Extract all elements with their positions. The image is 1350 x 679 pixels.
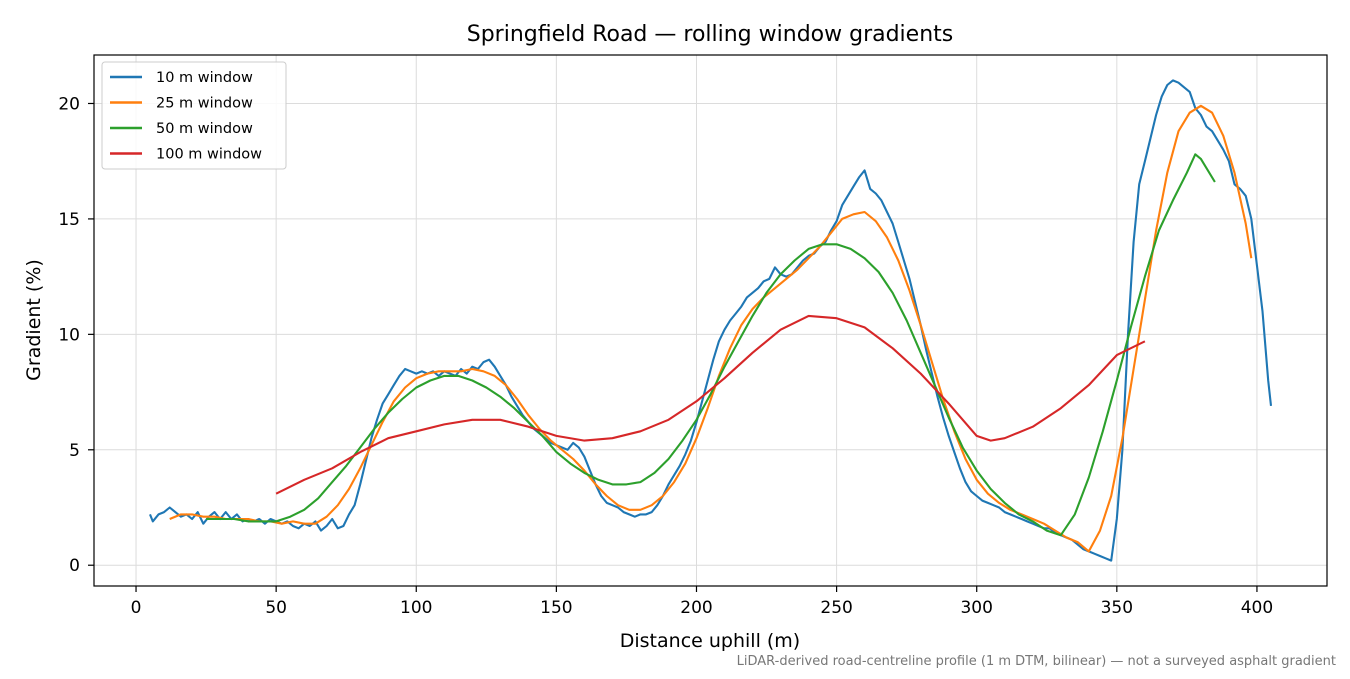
y-tick-label: 20 — [58, 94, 80, 114]
x-tick-label: 0 — [131, 598, 142, 618]
x-axis-label: Distance uphill (m) — [620, 630, 800, 652]
series-line-3 — [206, 153, 1216, 537]
x-tick-label: 50 — [265, 598, 287, 618]
x-tick-label: 100 — [400, 598, 432, 618]
legend-label-1: 10 m window — [156, 70, 253, 86]
x-tick-label: 300 — [960, 598, 992, 618]
plot-frame — [93, 54, 1328, 587]
x-tick-label: 200 — [680, 598, 712, 618]
legend-box — [101, 61, 287, 170]
y-tick-label: 15 — [58, 210, 80, 230]
x-tick-label: 150 — [540, 598, 572, 618]
y-axis-label: Gradient (%) — [23, 259, 45, 381]
y-tick-label: 0 — [69, 556, 80, 576]
legend-label-3: 50 m window — [156, 121, 253, 137]
ticks: 0 50 100 150 200 250 300 350 400 0 5 10 15 20 — [58, 94, 1273, 618]
x-tick-label: 400 — [1241, 598, 1273, 618]
y-tick-label: 5 — [69, 441, 80, 461]
x-tick-label: 250 — [820, 598, 852, 618]
footnote: LiDAR-derived road-centreline profile (1… — [737, 654, 1336, 669]
series-line-2 — [169, 104, 1253, 553]
legend-label-4: 100 m window — [156, 147, 262, 163]
series-line-4 — [275, 314, 1146, 495]
x-tick-label: 350 — [1101, 598, 1133, 618]
chart-title: Springfield Road — rolling window gradie… — [467, 22, 954, 47]
legend: 10 m window 25 m window 50 m window 100 m w… — [101, 61, 287, 170]
legend-label-2: 25 m window — [156, 96, 253, 112]
series-layer — [149, 79, 1273, 562]
y-tick-label: 10 — [58, 325, 80, 345]
